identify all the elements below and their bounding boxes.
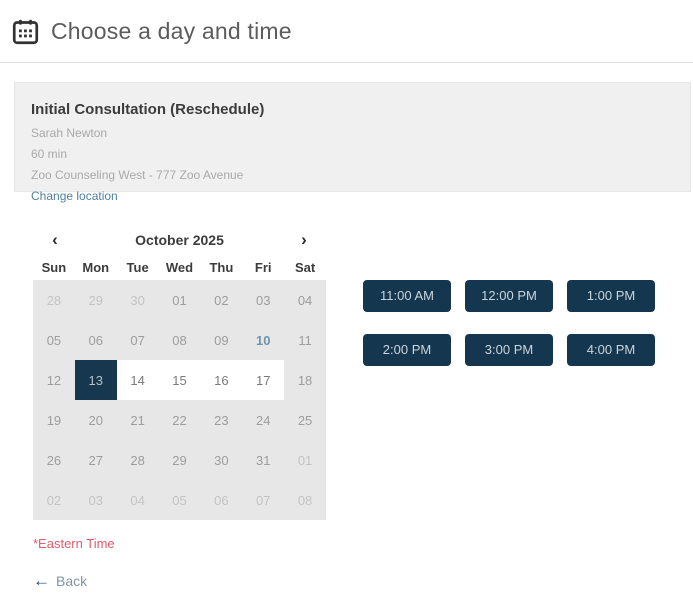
calendar-day-28-adjacent: 28 [46,292,62,308]
back-link-label: Back [56,572,88,589]
weekday-label-sat: Sat [294,260,316,275]
time-slot-button-100pm[interactable]: 1:00 PM [567,280,655,312]
calendar-day-19-disabled: 19 [46,412,62,428]
calendar-day-10-today: 10 [255,332,271,348]
calendar-day-07-adjacent: 07 [255,492,271,508]
calendar-day-01-adjacent: 01 [297,452,313,468]
calendar-day-27-disabled: 27 [88,452,103,468]
calendar-day-31-disabled: 31 [255,452,271,468]
calendar-day-03-disabled: 03 [255,292,271,308]
timezone-note: *Eastern Time [33,536,115,551]
calendar-day-04-disabled: 04 [297,292,313,308]
calendar-day-grid: 28 29 30 01 02 03 04 05 06 07 08 09 10 11 12 13 14 15 16 17… [33,280,326,520]
page-title: Choose a day and time [51,18,292,44]
time-slot-grid: 11:00 AM 12:00 PM 1:00 PM 2:00 PM 3:00 PM 4:0… [363,280,655,366]
calendar-day-02-disabled: 02 [214,292,229,308]
calendar-day-03-adjacent: 03 [88,492,103,508]
weekday-label-tue: Tue [126,260,149,275]
calendar-day-16-available[interactable]: 16 [200,360,243,400]
change-location-link[interactable]: Change location [31,189,118,204]
calendar-day-25-disabled: 25 [297,412,313,428]
calendar-day-09-disabled: 09 [214,332,229,348]
calendar-header: ‹ October 2025 › [33,228,326,252]
calendar-day-28-disabled: 28 [130,452,145,468]
appointment-info-box: Initial Consultation (Reschedule) Sarah … [14,82,691,203]
calendar-day-20-disabled: 20 [88,412,103,428]
calendar-day-29-disabled: 29 [172,452,187,468]
calendar-month-label: October 2025 [135,232,224,248]
calendar-day-05-disabled: 05 [46,332,62,348]
calendar-day-02-adjacent: 02 [46,492,62,508]
back-link[interactable]: ← Back [33,572,87,589]
appointment-title: Initial Consultation (Reschedule) [31,101,265,118]
calendar-day-08-disabled: 08 [172,332,187,348]
calendar-day-13-selected[interactable]: 13 [74,360,117,400]
calendar-day-08-adjacent: 08 [297,492,313,508]
appointment-duration: 60 min [31,146,68,161]
appointment-location: Zoo Counseling West - 777 Zoo Avenue [31,167,244,182]
page-header: Choose a day and time [12,18,292,45]
time-slot-button-300pm[interactable]: 3:00 PM [465,334,553,366]
calendar-day-04-adjacent: 04 [130,492,145,508]
calendar-day-24-disabled: 24 [255,412,271,428]
calendar-day-18-disabled: 18 [297,372,313,388]
back-arrow-icon: ← [33,571,50,590]
weekday-label-wed: Wed [165,260,194,275]
calendar-day-14-available[interactable]: 14 [116,360,159,400]
calendar-day-01-disabled: 01 [172,292,187,308]
calendar-day-06-disabled: 06 [88,332,103,348]
calendar-day-06-adjacent: 06 [214,492,229,508]
calendar-day-30-adjacent: 30 [130,292,145,308]
time-slot-button-200pm[interactable]: 2:00 PM [363,334,451,366]
prev-month-button[interactable]: ‹ [43,228,67,252]
weekday-label-mon: Mon [82,260,110,275]
calendar-day-23-disabled: 23 [214,412,229,428]
time-slot-button-1100am[interactable]: 11:00 AM [363,280,451,312]
calendar-day-22-disabled: 22 [172,412,187,428]
calendar-weekday-row: Sun Mon Tue Wed Thu Fri Sat [33,260,326,275]
header-divider [0,62,693,63]
calendar-day-29-adjacent: 29 [88,292,103,308]
weekday-label-fri: Fri [254,260,272,275]
practitioner-name: Sarah Newton [31,126,108,140]
calendar-day-17-available[interactable]: 17 [242,360,285,400]
calendar-day-30-disabled: 30 [214,452,229,468]
calendar-day-11-disabled: 11 [298,332,312,348]
calendar-day-12-disabled: 12 [46,372,62,388]
time-slot-button-1200pm[interactable]: 12:00 PM [465,280,553,312]
calendar-icon [12,19,39,45]
calendar-day-26-disabled: 26 [46,452,62,468]
calendar-day-05-adjacent: 05 [172,492,187,508]
weekday-label-sun: Sun [41,260,67,275]
time-slot-button-400pm[interactable]: 4:00 PM [567,334,655,366]
calendar-day-15-available[interactable]: 15 [158,360,201,400]
next-month-button[interactable]: › [292,228,316,252]
calendar-day-07-disabled: 07 [130,332,145,348]
weekday-label-thu: Thu [209,260,234,275]
calendar-day-21-disabled: 21 [130,412,145,428]
calendar: ‹ October 2025 › Sun Mon Tue Wed Thu Fri Sat 2… [33,228,326,520]
